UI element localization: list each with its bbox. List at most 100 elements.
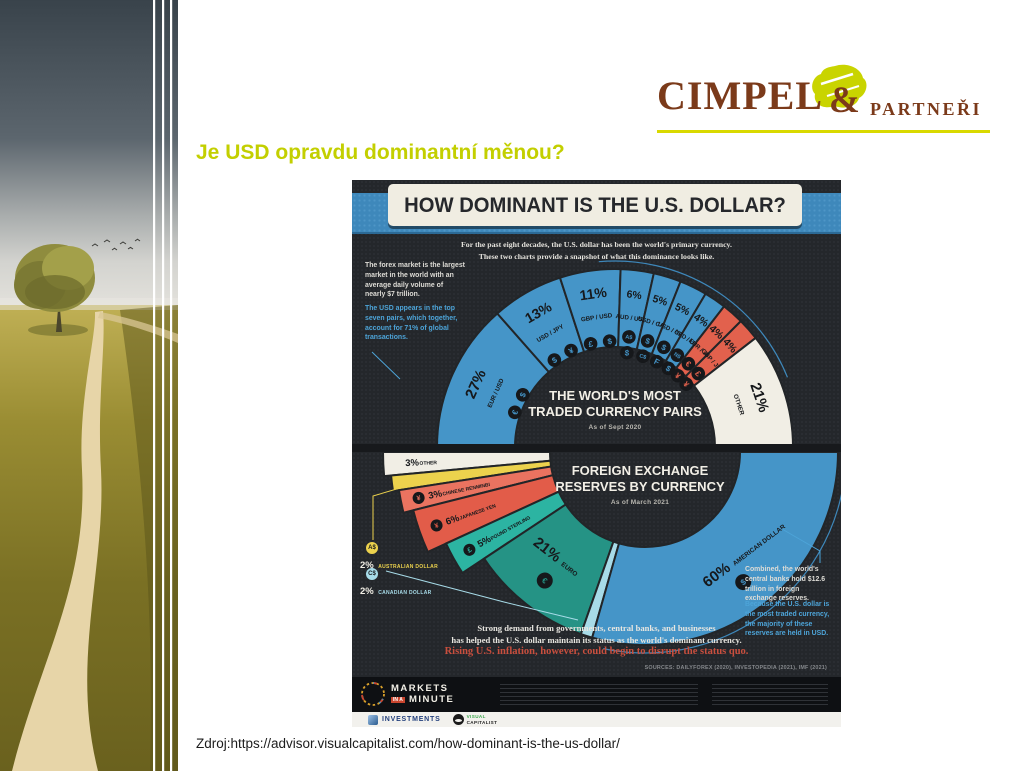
decor-arc bbox=[598, 260, 789, 378]
currency-symbol-icon: £ bbox=[691, 366, 706, 381]
fineprint-block-1 bbox=[500, 684, 698, 706]
logo-ampersand: & bbox=[829, 80, 860, 121]
mim-line3: MINUTE bbox=[408, 694, 455, 705]
svg-text:€: € bbox=[540, 576, 549, 586]
connector-line-cad bbox=[385, 570, 579, 621]
logo-text-secondary: PARTNEŘI bbox=[870, 99, 983, 119]
closing-statement: Strong demand from governments, central … bbox=[352, 622, 841, 647]
investments-logo-text: INVESTMENTS bbox=[382, 716, 441, 723]
mim-line1: MARKETS bbox=[391, 682, 449, 694]
chart-divider bbox=[352, 444, 841, 452]
bottom-chart-title-line2: RESERVES BY CURRENCY bbox=[555, 479, 725, 495]
currency-symbol-icon: ¥ bbox=[671, 368, 685, 383]
currency-symbol-icon: F bbox=[649, 354, 664, 369]
top-chart-title-line1: THE WORLD'S MOST bbox=[549, 388, 681, 403]
markets-in-a-minute-logo: MARKETS IN A MINUTE bbox=[360, 681, 454, 707]
connector-line-aud bbox=[372, 474, 445, 540]
landscape-photo bbox=[0, 0, 178, 771]
currency-symbol-icon: C$ bbox=[636, 349, 650, 363]
svg-text:¥: ¥ bbox=[434, 522, 440, 530]
subtitle-line-1: For the past eight decades, the U.S. dol… bbox=[461, 240, 732, 249]
investments-logo: INVESTMENTS bbox=[368, 714, 441, 725]
svg-text:A$: A$ bbox=[625, 334, 633, 341]
logo-text-main: CIMPEL bbox=[657, 73, 823, 118]
svg-text:$: $ bbox=[518, 391, 528, 399]
svg-text:$: $ bbox=[660, 343, 668, 353]
infographic-footer: MARKETS IN A MINUTE bbox=[352, 677, 841, 712]
visual-capitalist-globe-icon bbox=[452, 714, 464, 725]
vc-text-line2: CAPITALIST bbox=[466, 719, 498, 725]
svg-text:€: € bbox=[684, 359, 694, 369]
cad-name: CANADIAN DOLLAR bbox=[378, 590, 432, 596]
svg-text:$: $ bbox=[624, 348, 630, 358]
currency-symbol-icon: A$ bbox=[622, 330, 636, 344]
svg-text:$: $ bbox=[607, 337, 613, 347]
fineprint-block-2 bbox=[712, 684, 828, 706]
svg-text:N$: N$ bbox=[672, 352, 681, 361]
infographic-title-box: HOW DOMINANT IS THE U.S. DOLLAR? bbox=[388, 184, 802, 226]
svg-text:¥: ¥ bbox=[416, 495, 421, 503]
segment-AMERICAN DOLLAR bbox=[590, 451, 840, 646]
cad-pct: 2% bbox=[360, 586, 374, 597]
bottom-chart-title: FOREIGN EXCHANGE RESERVES BY CURRENCY As… bbox=[500, 463, 780, 507]
closing-line-2: has helped the U.S. dollar maintain its … bbox=[451, 635, 742, 646]
aud-badge-icon: A$ bbox=[366, 542, 378, 554]
svg-text:OTHER: OTHER bbox=[419, 460, 437, 467]
source-url: Zdroj:https://advisor.visualcapitalist.c… bbox=[196, 736, 620, 751]
segment-label-group: 3% OTHER bbox=[405, 457, 437, 469]
currency-symbol-icon: $ bbox=[661, 361, 676, 376]
bottom-chart-asof: As of March 2021 bbox=[610, 498, 670, 506]
infographic-panel: HOW DOMINANT IS THE U.S. DOLLAR? For the… bbox=[352, 180, 841, 727]
forex-market-note: The forex market is the largest market i… bbox=[365, 262, 465, 299]
top-chart-asof: As of Sept 2020 bbox=[588, 423, 642, 431]
segment-pct: 6% bbox=[626, 288, 643, 302]
currency-symbol-icon: $ bbox=[620, 345, 634, 360]
connector-line-right bbox=[781, 528, 821, 563]
svg-text:$: $ bbox=[664, 364, 673, 374]
currency-symbol-icon: N$ bbox=[670, 348, 685, 362]
birds-icon bbox=[91, 238, 141, 251]
callout-canadian-dollar: C$ 2% CANADIAN DOLLAR bbox=[360, 562, 432, 599]
reserves-note: Combined, the world's central banks hold… bbox=[745, 566, 826, 603]
svg-text:3%: 3% bbox=[427, 488, 443, 502]
sources-line: SOURCES: DAILYFOREX (2020), INVESTOPEDIA… bbox=[644, 665, 827, 671]
infographic-subtitle: For the past eight decades, the U.S. dol… bbox=[352, 239, 841, 262]
currency-symbol-icon: € bbox=[508, 405, 522, 420]
svg-text:£: £ bbox=[466, 547, 473, 555]
currency-symbol-icon: $ bbox=[735, 574, 752, 591]
svg-text:$: $ bbox=[550, 355, 559, 365]
svg-text:£: £ bbox=[588, 339, 594, 349]
currency-symbol-icon: $ bbox=[547, 353, 562, 367]
svg-text:¥: ¥ bbox=[681, 380, 691, 390]
partner-logo-strip: INVESTMENTS VISUAL CAPITALIST bbox=[352, 712, 841, 727]
bottom-chart-title-line1: FOREIGN EXCHANGE bbox=[571, 463, 709, 478]
infographic-title: HOW DOMINANT IS THE U.S. DOLLAR? bbox=[404, 192, 786, 217]
currency-symbol-icon: ¥ bbox=[679, 377, 694, 391]
landscape-photo-art bbox=[0, 0, 178, 771]
inflation-warning: Rising U.S. inflation, however, could be… bbox=[444, 646, 749, 657]
cad-badge-icon: C$ bbox=[366, 568, 378, 580]
mim-line2: IN A bbox=[391, 696, 405, 703]
currency-symbol-icon: € bbox=[536, 572, 553, 589]
currency-symbol-icon: $ bbox=[657, 340, 671, 355]
currency-charts-svg: 27%EUR / USD€$13%USD / JPY$¥11%GBP / USD… bbox=[352, 260, 841, 654]
top-chart-title-line2: TRADED CURRENCY PAIRS bbox=[528, 404, 702, 420]
markets-minute-ring-icon bbox=[361, 682, 385, 706]
aud-name: AUSTRALIAN DOLLAR bbox=[378, 564, 439, 570]
vc-text-line1: VISUAL bbox=[466, 714, 486, 720]
currency-symbol-icon: £ bbox=[583, 337, 598, 351]
svg-text:£: £ bbox=[693, 369, 703, 379]
segment-name: GBP / USD bbox=[581, 312, 614, 323]
segment-pct: 5% bbox=[651, 293, 670, 309]
usd-pairs-note: The USD appears in the top seven pairs, … bbox=[365, 305, 458, 342]
aud-pct: 2% bbox=[360, 560, 374, 571]
top-chart-title: THE WORLD'S MOST TRADED CURRENCY PAIRS A… bbox=[475, 388, 755, 432]
currency-symbol-icon: $ bbox=[515, 388, 530, 402]
connector-line bbox=[371, 351, 401, 380]
segment-pct: 11% bbox=[579, 284, 609, 304]
svg-text:$: $ bbox=[644, 336, 651, 346]
svg-text:¥: ¥ bbox=[673, 371, 683, 381]
decor-vertical-lines bbox=[153, 0, 173, 771]
currency-symbol-icon: € bbox=[681, 356, 696, 371]
